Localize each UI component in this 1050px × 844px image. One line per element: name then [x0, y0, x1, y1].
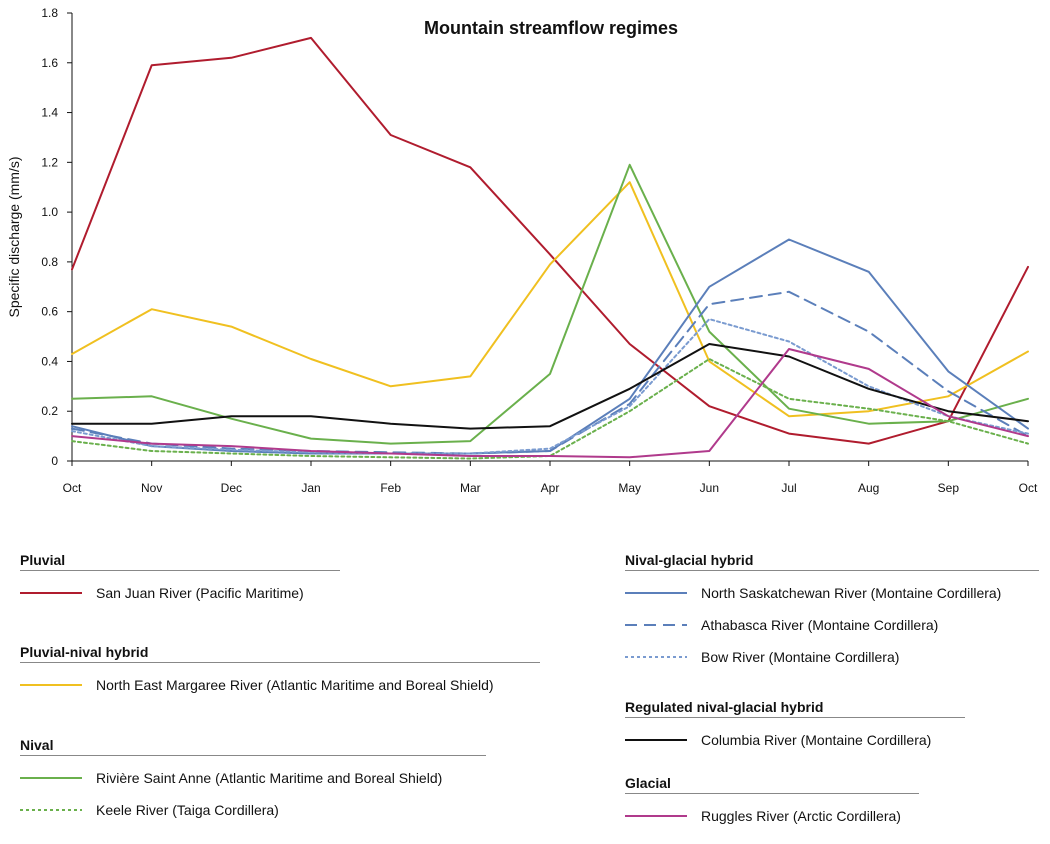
legend-title-glacial: Glacial [625, 775, 919, 794]
x-tick-label: Sep [938, 481, 960, 495]
x-tick-label: Dec [221, 481, 242, 495]
legend-item: Keele River (Taiga Cordillera) [20, 794, 486, 826]
x-tick-label: Oct [63, 481, 82, 495]
x-tick-label: Feb [380, 481, 401, 495]
legend-item: North Saskatchewan River (Montaine Cordi… [625, 577, 1039, 609]
legend-item: Rivière Saint Anne (Atlantic Maritime an… [20, 762, 486, 794]
y-tick-label: 0 [51, 454, 58, 468]
x-tick-label: Oct [1019, 481, 1038, 495]
legend-swatch-bow [625, 656, 687, 658]
legend-item: Bow River (Montaine Cordillera) [625, 641, 1039, 673]
streamflow-chart: Mountain streamflow regimes Specific dis… [6, 6, 1038, 495]
legend-group-pluvial: Pluvial San Juan River (Pacific Maritime… [20, 552, 340, 609]
legend-label: Keele River (Taiga Cordillera) [96, 802, 279, 818]
legend-item: Athabasca River (Montaine Cordillera) [625, 609, 1039, 641]
legend-group-nival: Nival Rivière Saint Anne (Atlantic Marit… [20, 737, 486, 826]
legend-swatch-athabasca [625, 624, 687, 626]
x-tick-label: Nov [141, 481, 162, 495]
legend-item: Ruggles River (Arctic Cordillera) [625, 800, 919, 832]
series-line-5 [71, 290, 1029, 455]
legend-swatch-columbia [625, 739, 687, 741]
legend-title-pluvial-nival: Pluvial-nival hybrid [20, 644, 540, 663]
legend-label: Columbia River (Montaine Cordillera) [701, 732, 932, 748]
series-line-6 [71, 318, 1029, 455]
y-axis-title: Specific discharge (mm/s) [6, 156, 22, 317]
legend-title-pluvial: Pluvial [20, 552, 340, 571]
x-tick-label: Mar [460, 481, 481, 495]
legend-label: Ruggles River (Arctic Cordillera) [701, 808, 901, 824]
series-line-3 [71, 358, 1029, 460]
legend-title-nival-glacial: Nival-glacial hybrid [625, 552, 1039, 571]
y-tick-label: 1.0 [41, 205, 58, 219]
legend-group-nival-glacial: Nival-glacial hybrid North Saskatchewan … [625, 552, 1039, 673]
series-line-8 [71, 348, 1029, 459]
legend-swatch-north-saskatchewan [625, 592, 687, 594]
x-tick-label: Jul [781, 481, 796, 495]
series-line-4 [71, 238, 1029, 455]
legend-label: Athabasca River (Montaine Cordillera) [701, 617, 939, 633]
legend-group-regulated: Regulated nival-glacial hybrid Columbia … [625, 699, 965, 756]
legend-group-pluvial-nival: Pluvial-nival hybrid North East Margaree… [20, 644, 540, 701]
legend-label: Rivière Saint Anne (Atlantic Maritime an… [96, 770, 443, 786]
series-line-2 [71, 163, 1029, 445]
y-tick-label: 0.4 [41, 354, 58, 368]
legend-item: Columbia River (Montaine Cordillera) [625, 724, 965, 756]
legend-label: North East Margaree River (Atlantic Mari… [96, 677, 494, 693]
y-tick-label: 1.4 [41, 106, 58, 120]
series-line-1 [71, 181, 1029, 418]
legend-swatch-ruggles [625, 815, 687, 817]
legend-swatch-saint-anne [20, 777, 82, 779]
y-tick-label: 1.2 [41, 155, 58, 169]
legend-swatch-margaree [20, 684, 82, 686]
legend-label: North Saskatchewan River (Montaine Cordi… [701, 585, 1002, 601]
legend-item: North East Margaree River (Atlantic Mari… [20, 669, 540, 701]
y-tick-label: 1.6 [41, 56, 58, 70]
legend-label: San Juan River (Pacific Maritime) [96, 585, 304, 601]
legend-swatch-keele [20, 809, 82, 811]
series-layer [71, 36, 1029, 460]
x-tick-label: Apr [541, 481, 560, 495]
x-tick-label: Jan [301, 481, 320, 495]
legend-item: San Juan River (Pacific Maritime) [20, 577, 340, 609]
legend-title-regulated: Regulated nival-glacial hybrid [625, 699, 965, 718]
legend-group-glacial: Glacial Ruggles River (Arctic Cordillera… [625, 775, 919, 832]
series-line-0 [71, 36, 1029, 445]
legend-title-nival: Nival [20, 737, 486, 756]
y-tick-label: 0.2 [41, 404, 58, 418]
x-tick-label: Aug [858, 481, 879, 495]
legend-swatch-san-juan [20, 592, 82, 594]
x-tick-label: May [618, 481, 641, 495]
legend-label: Bow River (Montaine Cordillera) [701, 649, 900, 665]
axes: 0 0.2 0.4 0.6 0.8 1.0 1.2 1.4 1.6 1.8 Oct Nov Dec Jan… [41, 6, 1038, 495]
y-tick-label: 0.6 [41, 305, 58, 319]
y-tick-label: 1.8 [41, 6, 58, 20]
y-tick-label: 0.8 [41, 255, 58, 269]
series-line-7 [71, 343, 1029, 430]
x-tick-label: Jun [700, 481, 719, 495]
chart-title: Mountain streamflow regimes [424, 18, 678, 38]
